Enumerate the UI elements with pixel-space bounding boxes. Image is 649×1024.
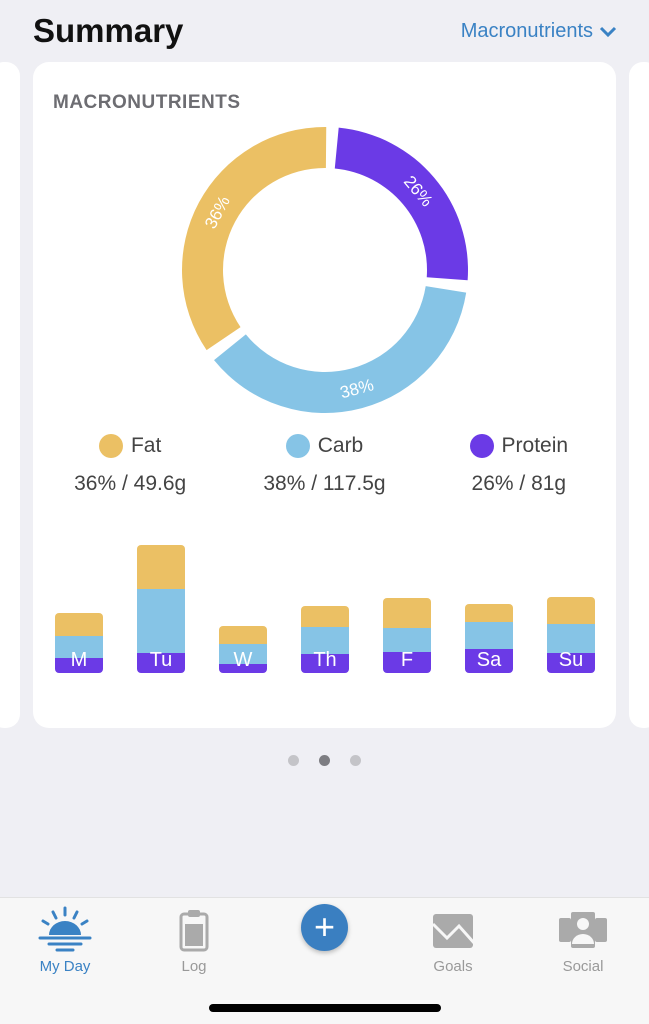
next-card-peek[interactable] — [629, 62, 649, 728]
legend-fat: Fat 36% / 49.6g — [33, 434, 227, 496]
fat-dot — [98, 434, 123, 458]
previous-card-peek[interactable] — [0, 62, 20, 728]
chevron-down-icon — [599, 26, 617, 37]
bar-segment-fat — [547, 597, 595, 624]
legend: Fat 36% / 49.6g Carb 38% / 117.5g Protei… — [33, 434, 616, 496]
bar-day-label: W — [234, 649, 253, 671]
bar-M: M — [55, 613, 103, 673]
bar-day-label: F — [401, 649, 413, 671]
home-indicator[interactable] — [209, 1004, 441, 1012]
plus-icon: + — [313, 906, 336, 947]
donut-chart: 26%38%36% — [182, 127, 468, 413]
bar-segment-protein — [219, 664, 267, 673]
bar-segment-protein — [55, 658, 103, 673]
bar-W: W — [219, 626, 267, 673]
page-dot[interactable] — [288, 755, 299, 766]
tab-label: Social — [562, 958, 604, 975]
tab-my-day[interactable]: My Day — [15, 906, 115, 975]
bar-segment-carb — [547, 624, 595, 653]
tab-goals[interactable]: Goals — [403, 906, 503, 975]
legend-label: Carb — [317, 434, 364, 457]
weekly-bar-chart: M Tu W Th F Sa Su — [55, 545, 595, 673]
carb-dot — [285, 434, 310, 458]
bar-segment-fat — [465, 604, 513, 622]
legend-value: 38% / 117.5g — [263, 472, 386, 495]
bar-day-label: Sa — [477, 649, 502, 671]
bar-Su: Su — [547, 597, 595, 673]
legend-label: Fat — [130, 434, 162, 457]
bar-segment-fat — [301, 606, 349, 627]
legend-value: 36% / 49.6g — [74, 472, 187, 495]
card-title: MACRONUTRIENTS — [53, 92, 241, 113]
dropdown-label: Macronutrients — [460, 20, 593, 42]
donut-slice-protein — [334, 127, 468, 281]
bar-Th: Th — [301, 606, 349, 673]
bar-segment-protein — [465, 649, 513, 673]
bar-segment-carb — [219, 644, 267, 664]
bar-day-label: Tu — [150, 649, 173, 671]
legend-carb: Carb 38% / 117.5g — [227, 434, 421, 496]
tab-label: Log — [181, 958, 207, 975]
donut-slice-fat — [182, 127, 327, 351]
add-button[interactable]: + — [301, 904, 348, 951]
chart-down-icon — [431, 914, 477, 948]
sunrise-icon — [38, 906, 92, 952]
macronutrients-dropdown[interactable]: Macronutrients — [461, 20, 617, 43]
bar-segment-carb — [383, 628, 431, 652]
tab-log[interactable]: Log — [144, 906, 244, 975]
page-title: Summary — [33, 12, 184, 49]
tab-label: My Day — [39, 958, 91, 975]
bar-segment-protein — [301, 654, 349, 673]
bar-segment-carb — [137, 589, 185, 653]
legend-label: Protein — [501, 434, 569, 457]
legend-value: 26% / 81g — [471, 472, 567, 495]
bar-segment-carb — [465, 622, 513, 649]
tab-social[interactable]: Social — [533, 906, 633, 975]
bar-F: F — [383, 598, 431, 673]
page-indicator[interactable] — [0, 755, 649, 766]
bar-day-label: Th — [313, 649, 336, 671]
donut-slice-carb — [214, 286, 467, 413]
tab-bar: My Day Log + Goals Social — [0, 897, 649, 1024]
bar-segment-carb — [55, 636, 103, 658]
bar-segment-protein — [383, 652, 431, 673]
page-dot[interactable] — [350, 755, 361, 766]
bar-segment-fat — [219, 626, 267, 644]
clipboard-icon — [179, 910, 209, 952]
legend-protein: Protein 26% / 81g — [422, 434, 616, 496]
bar-segment-fat — [383, 598, 431, 628]
bar-day-label: Su — [559, 649, 583, 671]
bar-segment-protein — [547, 653, 595, 673]
bar-segment-protein — [137, 653, 185, 673]
tab-label: Goals — [433, 958, 473, 975]
people-icon — [559, 912, 607, 948]
bar-Tu: Tu — [137, 545, 185, 673]
bar-day-label: M — [71, 649, 88, 671]
macronutrients-card[interactable]: MACRONUTRIENTS 26% 38% 36% Fat 36% / 49.6g… — [33, 62, 616, 728]
bar-segment-fat — [55, 613, 103, 636]
protein-dot — [469, 434, 494, 458]
page-dot-active[interactable] — [319, 755, 330, 766]
bar-Sa: Sa — [465, 604, 513, 673]
bar-segment-carb — [301, 627, 349, 654]
bar-segment-fat — [137, 545, 185, 589]
